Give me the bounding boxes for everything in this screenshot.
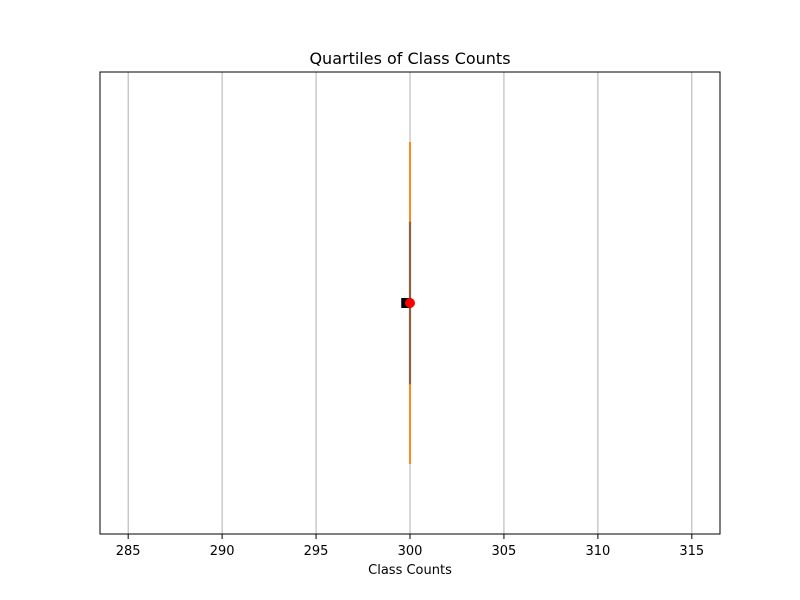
data-markers (401, 298, 415, 308)
x-tick-label: 315 (679, 544, 704, 559)
x-axis-label: Class Counts (368, 563, 452, 578)
x-tick-label: 300 (398, 544, 423, 559)
x-axis-ticks: 285 290 295 300 305 310 315 (116, 534, 704, 559)
x-tick-label: 305 (492, 544, 517, 559)
circle-marker (405, 298, 415, 308)
x-tick-label: 290 (210, 544, 235, 559)
x-tick-label: 285 (116, 544, 141, 559)
chart-title: Quartiles of Class Counts (309, 49, 510, 68)
x-tick-label: 295 (304, 544, 329, 559)
x-tick-label: 310 (585, 544, 610, 559)
